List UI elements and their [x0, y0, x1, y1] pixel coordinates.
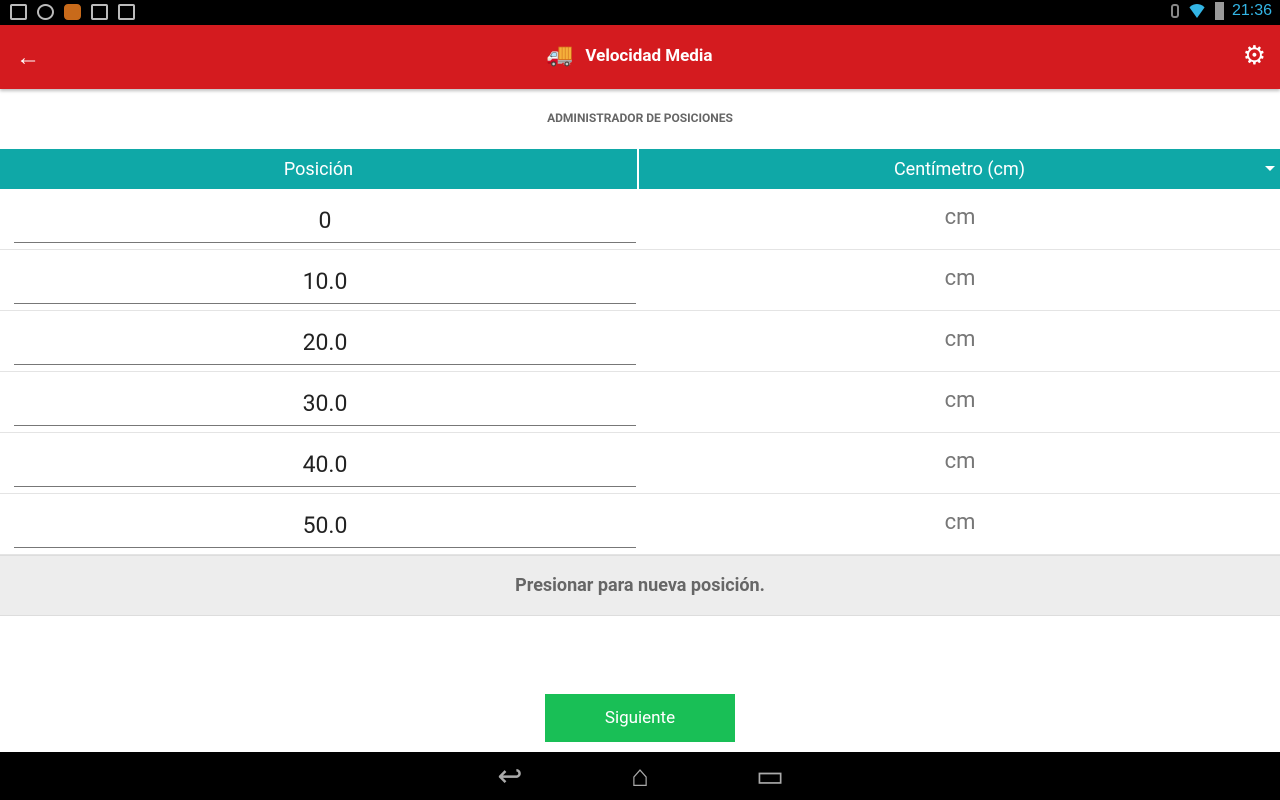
unit-label: cm — [944, 205, 976, 230]
nav-home-icon[interactable]: ⌂ — [630, 758, 650, 794]
bluetooth-icon — [1170, 4, 1179, 18]
add-position-button[interactable]: Presionar para nueva posición. — [0, 555, 1280, 616]
nav-back-icon[interactable]: ↩ — [497, 758, 523, 794]
nav-recents-icon[interactable]: ▭ — [755, 758, 785, 794]
unit-label: cm — [944, 388, 976, 413]
unit-label: cm — [944, 449, 976, 474]
position-input[interactable]: 20.0 — [14, 321, 636, 365]
unit-label: cm — [944, 266, 976, 291]
unit-dropdown-label: Centímetro (cm) — [893, 158, 1026, 180]
briefcase-check-icon — [91, 4, 108, 20]
position-input[interactable]: 10.0 — [14, 260, 636, 304]
gear-icon[interactable]: ⚙ — [1242, 41, 1266, 71]
briefcase-play-icon — [118, 4, 135, 20]
page-title: Velocidad Media — [585, 45, 713, 66]
position-input[interactable]: 30.0 — [14, 382, 636, 426]
unit-label: cm — [944, 510, 976, 535]
position-input[interactable]: 50.0 — [14, 504, 636, 548]
table-header: Posición Centímetro (cm) — [0, 149, 1280, 189]
clock: 21:36 — [1231, 2, 1272, 19]
section-title: ADMINISTRADOR DE POSICIONES — [547, 111, 733, 125]
table-row: 40.0 cm — [0, 433, 1280, 494]
position-input[interactable]: 0 — [14, 199, 636, 243]
back-arrow-icon[interactable]: ← — [16, 43, 40, 71]
unit-label: cm — [944, 327, 976, 352]
position-input[interactable]: 40.0 — [14, 443, 636, 487]
app-bar: ← 🚚 Velocidad Media ⚙ — [0, 25, 1280, 89]
table-row: 10.0 cm — [0, 250, 1280, 311]
table-row: 50.0 cm — [0, 494, 1280, 555]
table-row: 30.0 cm — [0, 372, 1280, 433]
navigation-bar: ↩ ⌂ ▭ — [0, 752, 1280, 800]
image-icon — [10, 4, 27, 20]
positions-table: 0 cm 10.0 cm 20.0 cm 30.0 cm 40.0 cm 50.0 cm — [0, 189, 1280, 555]
wifi-icon — [1186, 4, 1207, 18]
status-bar: 21:36 — [0, 0, 1280, 25]
dropdown-caret-icon — [1265, 166, 1275, 171]
truck-icon: 🚚 — [546, 43, 574, 68]
next-button[interactable]: Siguiente — [545, 694, 735, 742]
chrome-icon — [37, 4, 54, 20]
table-row: 0 cm — [0, 189, 1280, 250]
battery-icon — [1214, 2, 1224, 20]
table-row: 20.0 cm — [0, 311, 1280, 372]
unit-dropdown[interactable]: Centímetro (cm) — [639, 149, 1280, 189]
app-icon — [64, 4, 81, 20]
header-position: Posición — [0, 149, 639, 189]
